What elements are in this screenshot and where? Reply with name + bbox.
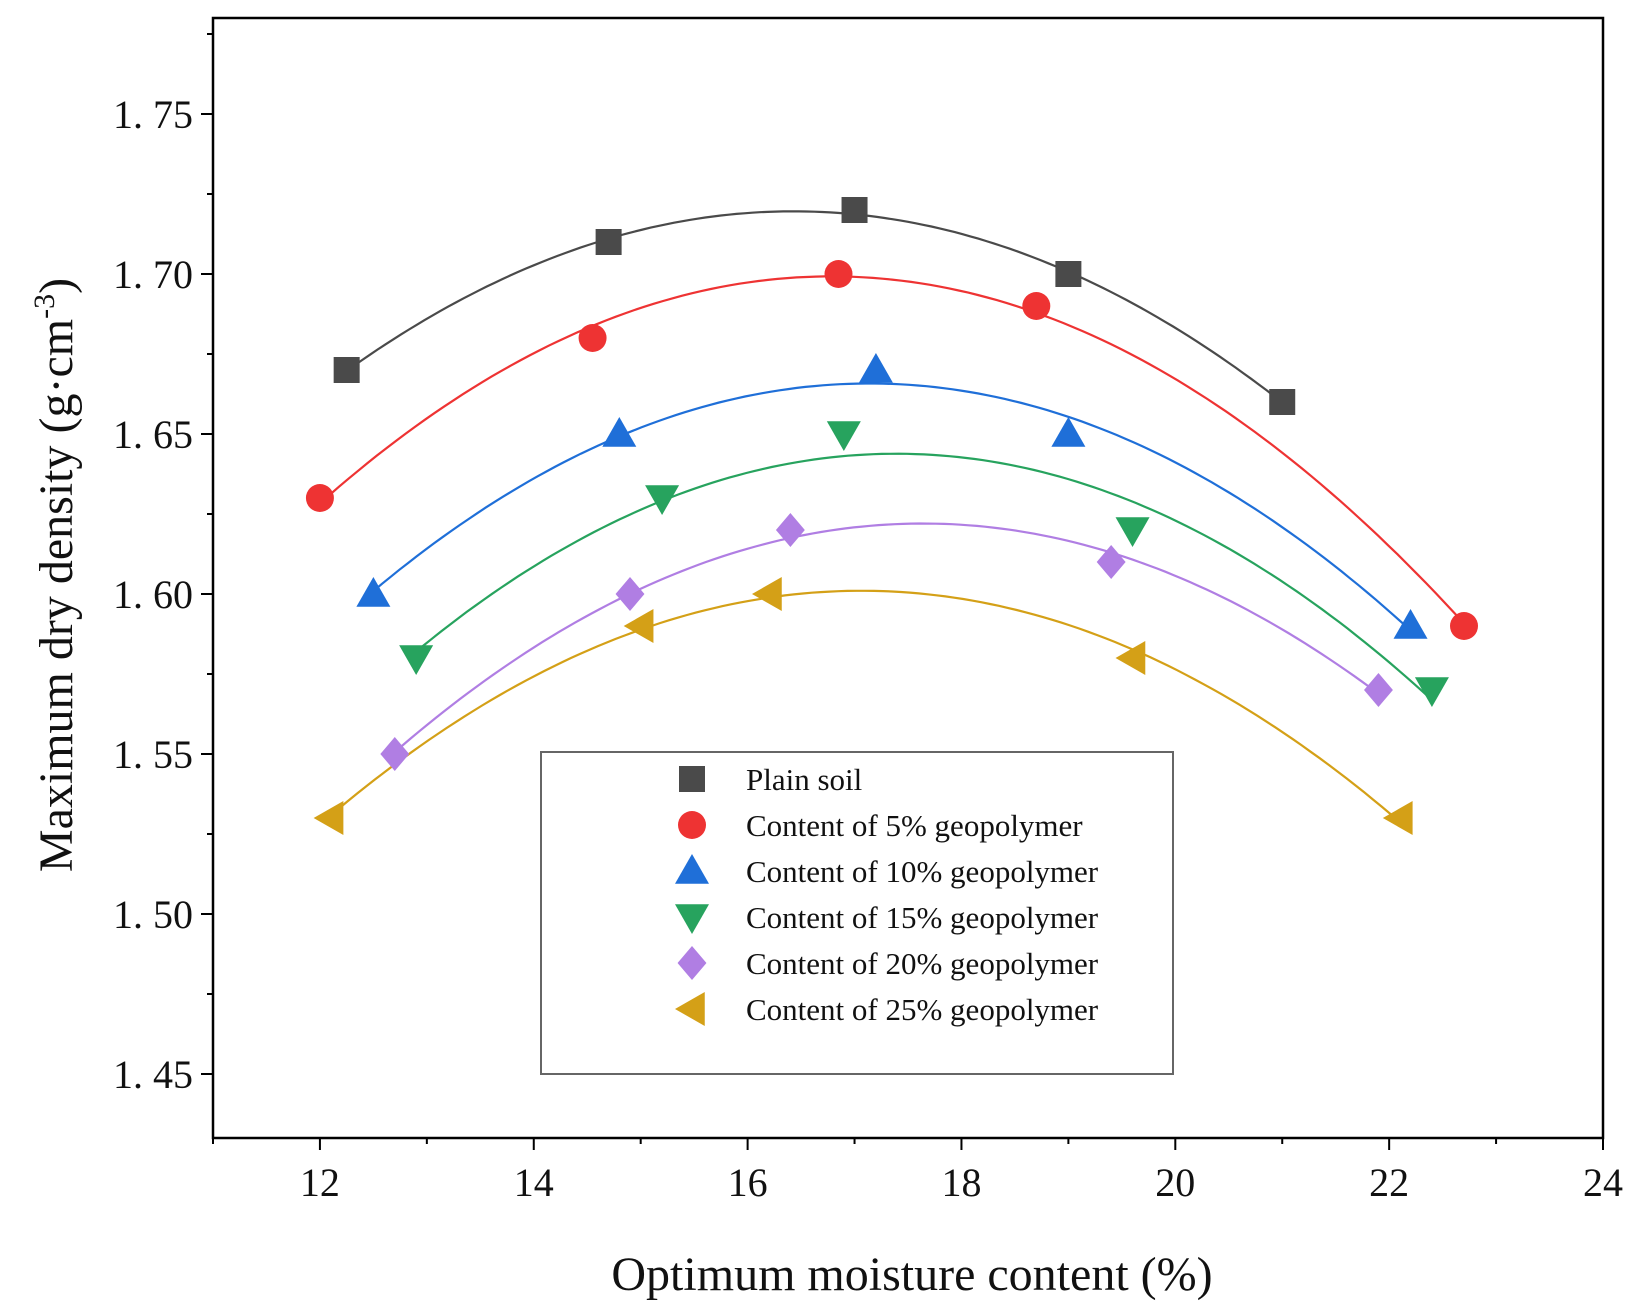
data-point-series-5 — [1096, 545, 1126, 579]
legend-label-1: Plain soil — [746, 762, 862, 797]
fit-curve-series-1 — [346, 210, 1283, 404]
x-tick-label: 24 — [1583, 1160, 1623, 1205]
y-tick-label: 1. 70 — [113, 252, 193, 297]
y-tick-label: 1. 55 — [113, 732, 193, 777]
x-tick-label: 22 — [1369, 1160, 1409, 1205]
data-point-series-2 — [578, 324, 607, 352]
data-point-series-2 — [1022, 292, 1051, 320]
data-point-series-2 — [824, 260, 853, 288]
data-point-series-2 — [305, 484, 334, 512]
data-point-series-4 — [1414, 677, 1449, 707]
axes-layer: 12 14 16 18 20 22 24 1. 45 1. 50 1. 55 1. 60 1. 65 1… — [113, 16, 1623, 1205]
y-tick-label: 1. 75 — [113, 92, 193, 137]
data-point-series-6 — [313, 801, 344, 835]
data-point-series-3 — [858, 353, 893, 383]
x-tick-label: 18 — [941, 1160, 981, 1205]
legend-marker-5 — [677, 946, 707, 980]
fit-curve-series-6 — [329, 589, 1401, 823]
fit-curve-series-5 — [394, 522, 1380, 753]
y-axis-title-close: ) — [30, 278, 83, 294]
data-point-series-3 — [1051, 417, 1086, 447]
fit-curve-series-4 — [415, 452, 1433, 701]
data-point-series-4 — [826, 421, 861, 451]
data-points — [305, 197, 1478, 835]
fit-curves — [319, 210, 1465, 823]
fit-curve-series-2 — [319, 275, 1465, 625]
legend-label-5: Content of 20% geopolymer — [746, 946, 1099, 981]
data-point-series-3 — [1393, 609, 1428, 639]
y-tick-label: 1. 60 — [113, 572, 193, 617]
data-point-series-4 — [399, 645, 434, 675]
data-point-series-4 — [1115, 517, 1150, 547]
data-point-series-4 — [645, 485, 680, 515]
legend-label-2: Content of 5% geopolymer — [746, 808, 1083, 843]
legend: Plain soil Content of 5% geopolymer Conten… — [540, 751, 1174, 1075]
legend-marker-1 — [679, 766, 705, 792]
legend-label-3: Content of 10% geopolymer — [746, 854, 1099, 889]
data-point-series-6 — [623, 609, 654, 643]
data-point-series-1 — [1055, 261, 1082, 287]
legend-marker-3 — [675, 854, 709, 884]
x-tick-label: 12 — [300, 1160, 340, 1205]
data-point-series-5 — [380, 737, 410, 771]
legend-marker-2 — [678, 811, 706, 839]
x-tick-label: 14 — [514, 1160, 554, 1205]
y-tick-label: 1. 45 — [113, 1052, 193, 1097]
y-tick-label: 1. 50 — [113, 892, 193, 937]
y-tick-label: 1. 65 — [113, 412, 193, 457]
data-point-series-5 — [1364, 673, 1393, 707]
data-point-series-5 — [775, 513, 805, 547]
x-axis-title: Optimum moisture content (%) — [611, 1248, 1212, 1301]
data-point-series-5 — [615, 577, 645, 611]
y-axis-title: Maximum dry density (g·cm-3) — [28, 278, 83, 872]
data-point-series-6 — [1382, 801, 1413, 835]
y-axis-title-main: Maximum dry density (g·cm — [30, 319, 83, 872]
data-point-series-1 — [333, 357, 360, 383]
data-point-series-1 — [595, 229, 622, 255]
x-tick-label: 16 — [728, 1160, 768, 1205]
data-point-series-3 — [602, 417, 637, 447]
data-point-series-1 — [1269, 389, 1296, 415]
x-tick-label: 20 — [1155, 1160, 1195, 1205]
legend-label-6: Content of 25% geopolymer — [746, 992, 1099, 1027]
legend-marker-4 — [675, 904, 709, 934]
data-point-series-6 — [752, 577, 782, 611]
fit-curve-series-3 — [372, 382, 1412, 632]
data-point-series-1 — [841, 197, 868, 223]
legend-box — [540, 751, 1174, 1075]
data-point-series-2 — [1450, 612, 1478, 640]
y-axis-title-exponent: -3 — [28, 294, 61, 319]
data-point-series-6 — [1115, 641, 1146, 675]
data-point-series-3 — [356, 577, 391, 607]
legend-label-4: Content of 15% geopolymer — [746, 900, 1099, 935]
plot-frame — [211, 16, 1605, 1140]
legend-marker-6 — [675, 992, 705, 1026]
